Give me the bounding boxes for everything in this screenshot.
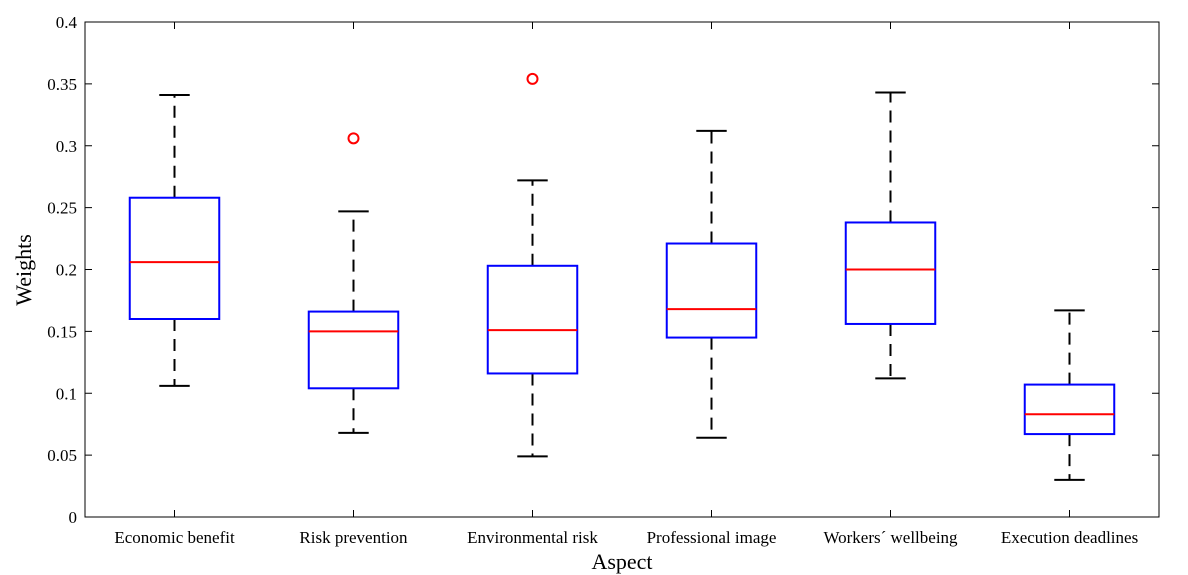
y-axis-title: Weights <box>11 234 36 306</box>
x-axis-title: Aspect <box>591 549 652 574</box>
iqr-box <box>665 242 758 339</box>
iqr-box <box>1023 383 1116 436</box>
y-tick-label: 0.1 <box>56 384 77 403</box>
x-axis: Economic benefit Risk prevention Environme… <box>114 22 1138 547</box>
box-1 <box>128 94 221 387</box>
outlier-point <box>347 132 360 145</box>
plot-area-frame <box>84 21 1160 518</box>
box-6 <box>1023 309 1116 481</box>
iqr-box <box>307 310 400 390</box>
x-tick-label: Workers´ wellbeing <box>823 528 958 547</box>
box-2 <box>307 132 400 434</box>
box-3 <box>486 72 579 458</box>
y-tick-label: 0.15 <box>47 322 77 341</box>
x-tick-label: Professional image <box>647 528 777 547</box>
x-tick-label: Economic benefit <box>114 528 235 547</box>
box-5 <box>844 91 937 380</box>
y-tick-label: 0.25 <box>47 199 77 218</box>
boxes-group <box>128 72 1116 481</box>
y-tick-label: 0.05 <box>47 446 77 465</box>
x-tick-label: Environmental risk <box>467 528 598 547</box>
outlier-point <box>526 72 539 85</box>
y-tick-label: 0.4 <box>56 13 78 32</box>
iqr-box <box>128 196 221 321</box>
x-tick-label: Risk prevention <box>299 528 408 547</box>
iqr-box <box>844 221 937 325</box>
iqr-box <box>486 264 579 375</box>
y-tick-label: 0.3 <box>56 137 77 156</box>
y-axis: 0 0.05 0.1 0.15 0.2 0.25 0.3 0.35 0.4 <box>47 13 1159 527</box>
y-tick-label: 0 <box>69 508 78 527</box>
y-tick-label: 0.35 <box>47 75 77 94</box>
x-tick-label: Execution deadlines <box>1001 528 1138 547</box>
box-4 <box>665 129 758 439</box>
y-tick-label: 0.2 <box>56 261 77 280</box>
